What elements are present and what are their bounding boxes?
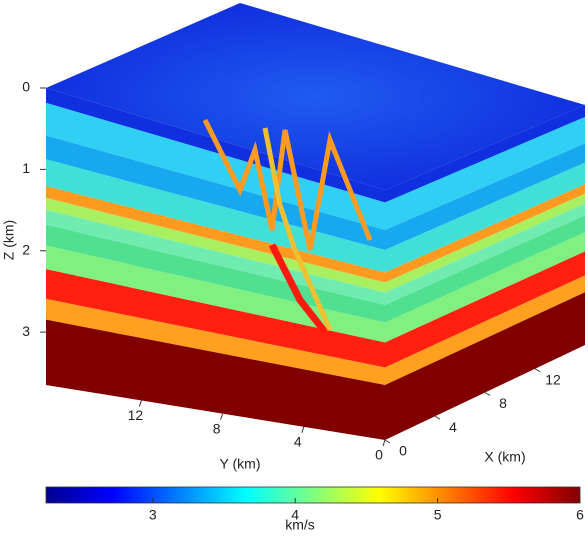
stratum	[385, 117, 585, 230]
y-axis-label: Y (km)	[220, 456, 261, 472]
x-axis-label: X (km)	[484, 449, 525, 465]
stratum	[385, 162, 585, 273]
stratum	[385, 193, 585, 293]
z-tick-label: 1	[22, 160, 30, 176]
x-tick	[384, 439, 391, 444]
x-tick-label: 8	[499, 395, 507, 411]
stratum	[385, 292, 585, 440]
stratum	[385, 275, 585, 385]
x-tick-label: 0	[399, 443, 407, 459]
colorbar-tick-label: 4	[291, 507, 299, 523]
colorbar-label: km/s	[285, 517, 315, 533]
stratum	[46, 209, 385, 305]
y-tick-label: 0	[375, 447, 383, 463]
y-tick	[301, 426, 305, 433]
stratum	[385, 184, 585, 283]
stratum	[46, 197, 385, 293]
stratum	[385, 215, 585, 323]
stratum	[46, 298, 385, 385]
y-tick-label: 4	[294, 434, 302, 450]
y-tick-label: 12	[128, 407, 144, 423]
stratum	[385, 203, 585, 305]
x-tick	[484, 392, 491, 396]
stratum	[385, 143, 585, 250]
y-tick	[138, 400, 142, 407]
stratum	[385, 232, 585, 343]
top-face	[46, 3, 585, 190]
z-tick-label: 2	[22, 241, 30, 257]
colorbar-tick-label: 6	[576, 507, 584, 523]
z-tick-label: 3	[22, 323, 30, 339]
colorbar	[45, 486, 581, 504]
y-tick-label: 8	[213, 420, 221, 436]
stratum	[385, 105, 585, 203]
x-tick	[434, 415, 441, 420]
y-tick	[382, 439, 386, 447]
colorbar-tick-label: 3	[149, 507, 157, 523]
stratum	[46, 159, 385, 273]
z-axis-label: Z (km)	[1, 220, 17, 260]
z-tick-label: 0	[22, 79, 30, 95]
colorbar-tick-label: 5	[434, 507, 442, 523]
stratum	[46, 245, 385, 343]
stratum	[385, 251, 585, 368]
stratum	[46, 135, 385, 250]
stratum	[46, 269, 385, 368]
cube	[46, 88, 585, 440]
stratum	[46, 319, 385, 440]
fault	[202, 118, 373, 335]
x-tick-label: 12	[545, 371, 561, 387]
x-tick-label: 4	[449, 419, 457, 435]
y-tick	[220, 413, 224, 420]
x-tick	[534, 368, 541, 373]
